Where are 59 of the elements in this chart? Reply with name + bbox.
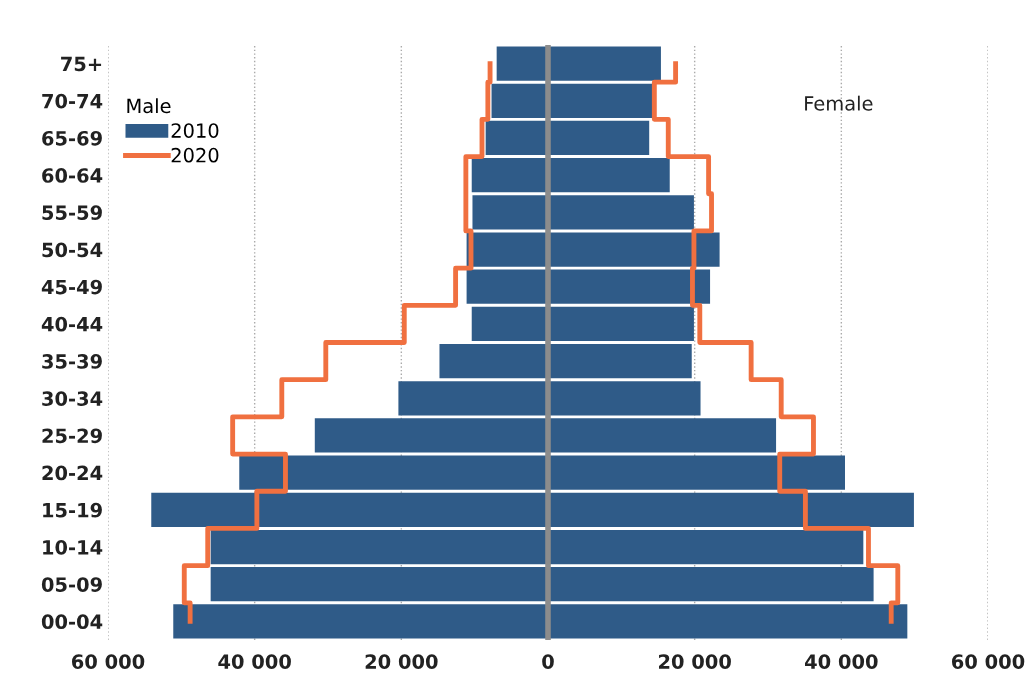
bar (548, 455, 845, 490)
x-tick-label: 40 000 (218, 654, 291, 669)
bar (210, 529, 548, 565)
x-tick-label: 60 000 (952, 654, 1025, 669)
bar (548, 158, 670, 193)
bar (491, 83, 548, 118)
legend-label: 2010 (171, 123, 219, 138)
y-tick-label: 10-14 (43, 539, 103, 555)
bar (471, 306, 548, 342)
bar (548, 381, 701, 416)
bar (496, 46, 548, 81)
x-tick-label: 20 000 (659, 654, 731, 669)
annotation: Female (805, 95, 873, 111)
y-tick-label: 45-49 (41, 279, 102, 295)
x-tick-label: 20 000 (365, 654, 438, 669)
y-tick-label: 70-74 (42, 93, 103, 109)
y-tick-label: 20-24 (42, 465, 103, 481)
legend-title: Male (127, 98, 171, 114)
bar (471, 158, 548, 193)
bar (548, 604, 908, 639)
bar (548, 46, 661, 81)
bar (151, 492, 548, 527)
bar (548, 343, 692, 379)
y-tick-label: 75+ (61, 56, 102, 72)
bar (548, 120, 650, 156)
y-tick-label: 00-04 (41, 614, 103, 630)
y-tick-label: 05-09 (41, 577, 102, 592)
bar (173, 604, 548, 639)
bar (239, 455, 548, 490)
bar (548, 232, 720, 267)
bar (548, 492, 914, 527)
y-tick-label: 40-44 (41, 316, 103, 332)
bar (548, 529, 864, 565)
bar (314, 418, 548, 453)
y-tick-label: 60-64 (42, 168, 103, 183)
y-tick-label: 65-69 (42, 130, 102, 146)
bar (466, 232, 548, 267)
x-tick-label: 40 000 (805, 654, 878, 669)
y-tick-label: 15-19 (43, 502, 102, 518)
y-tick-label: 30-34 (42, 391, 103, 406)
bar (485, 120, 548, 156)
y-tick-label: 35-39 (42, 354, 102, 369)
bar (548, 195, 694, 230)
bar (548, 269, 711, 304)
y-tick-label: 25-29 (42, 428, 102, 444)
bar (466, 269, 548, 304)
bar (548, 418, 777, 453)
bar (548, 306, 694, 342)
bar (472, 195, 548, 230)
bar (548, 83, 654, 118)
legend-label: 2020 (171, 147, 219, 163)
y-tick-label: 50-54 (42, 242, 103, 258)
bar (439, 343, 548, 379)
bar (210, 567, 548, 602)
x-tick-label: 60 000 (72, 654, 145, 669)
x-tick-label: 0 (542, 654, 554, 669)
bar (548, 567, 874, 602)
bar (398, 381, 548, 416)
y-tick-label: 55-59 (42, 205, 102, 221)
